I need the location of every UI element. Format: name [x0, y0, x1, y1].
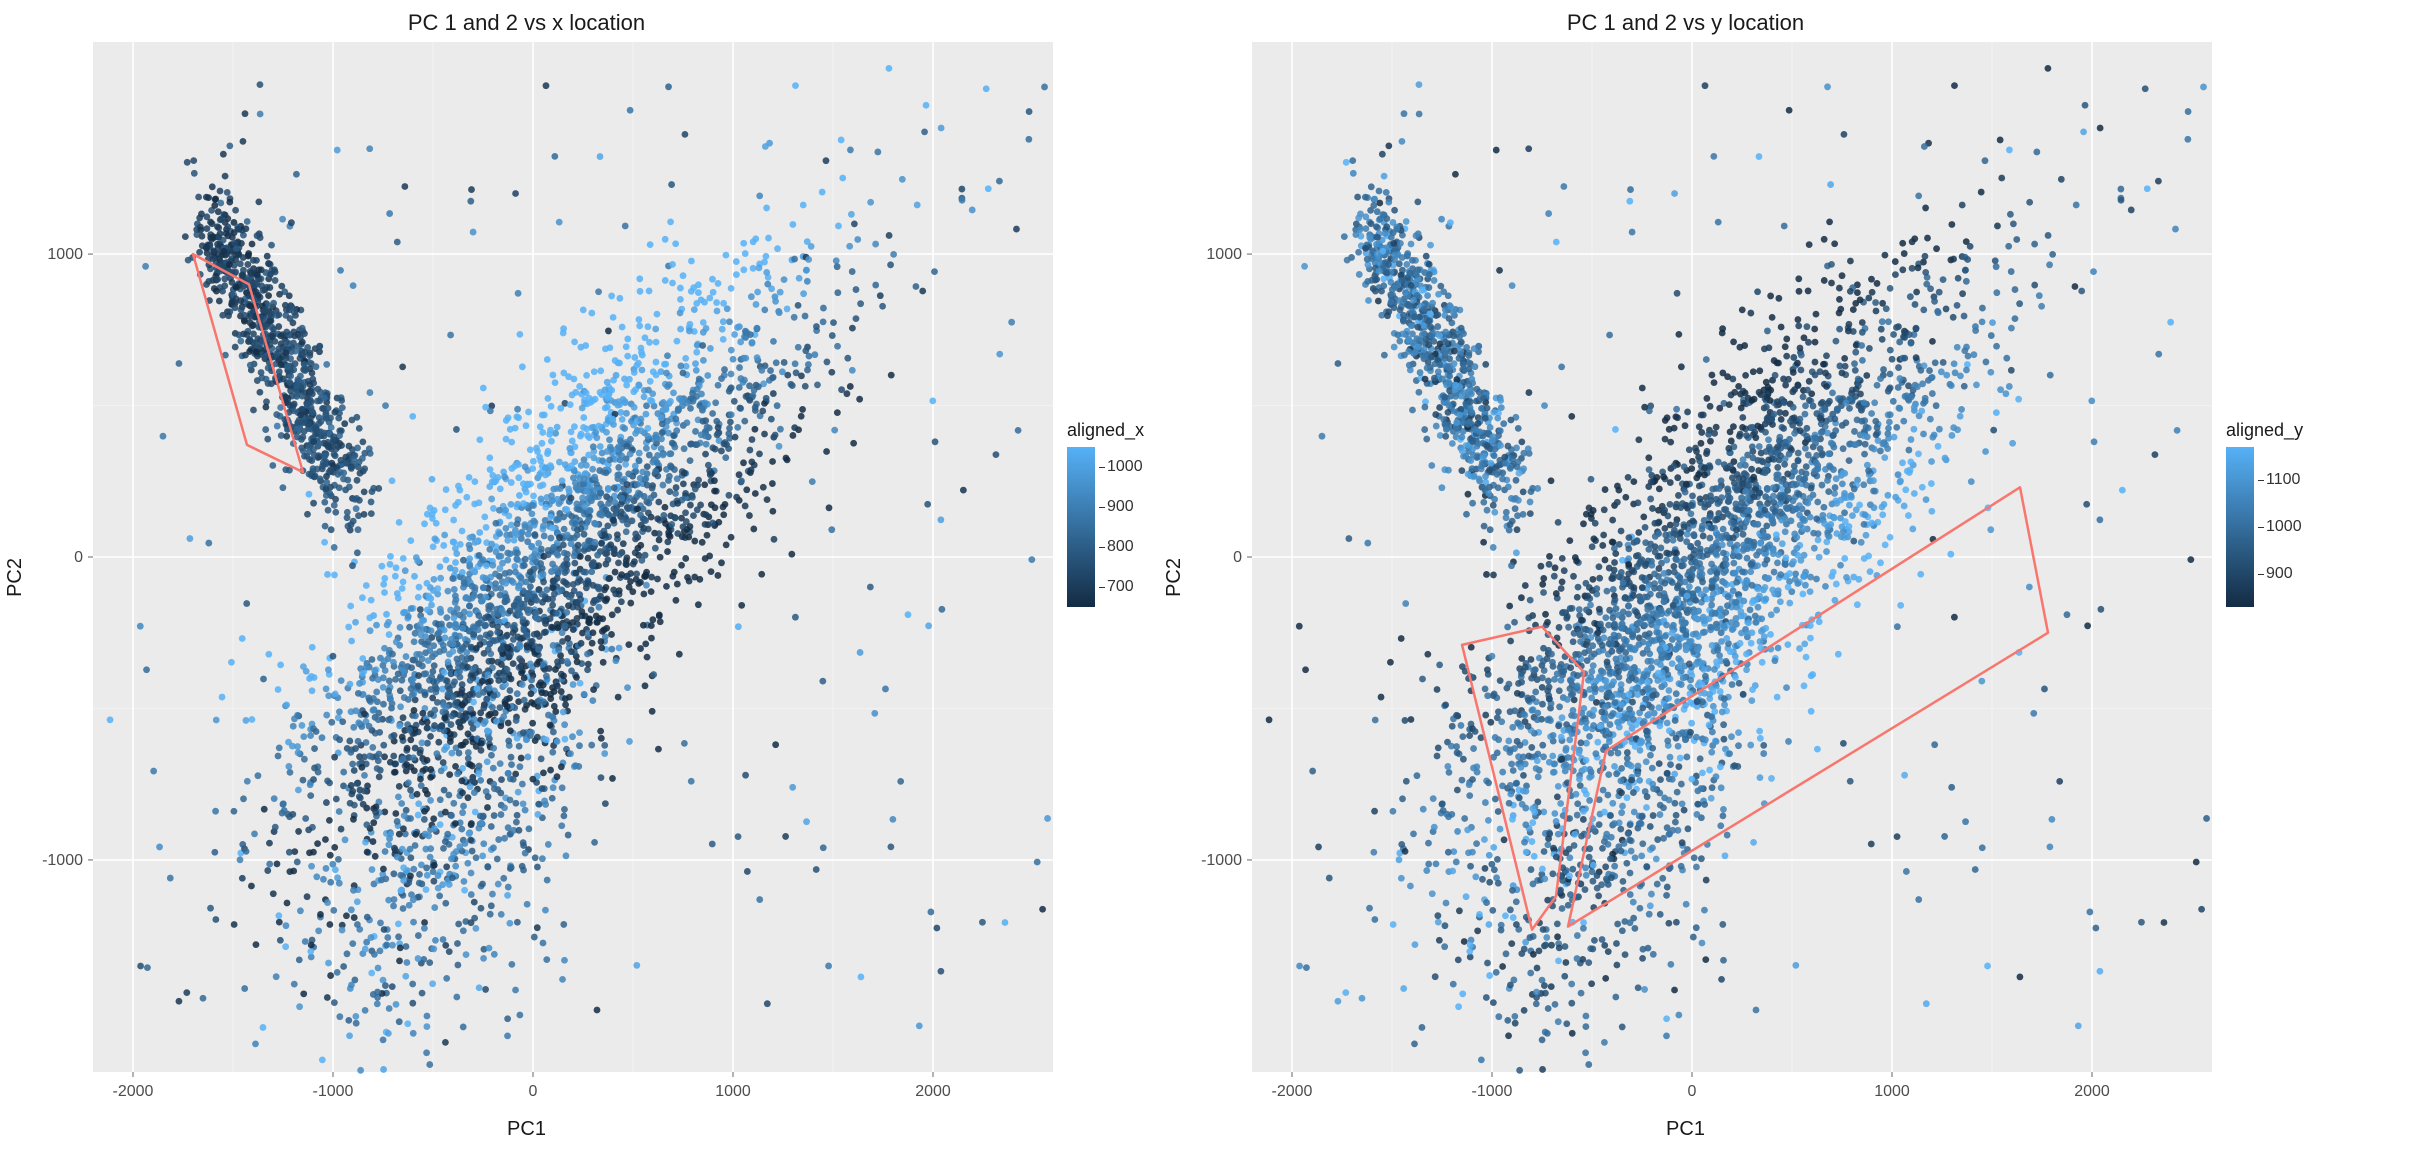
legend-tickmark [1099, 507, 1105, 508]
legend-colorbar [1067, 447, 1095, 607]
legend-title: aligned_x [1067, 420, 1159, 441]
x-tick-label: 0 [529, 1083, 538, 1100]
legend-ticklabel: 800 [1107, 538, 1134, 556]
scatter-plot: -2000 -1000 0 1000 2000 -1000 0 1000 [33, 42, 1053, 1112]
color-legend: aligned_x 700 800 900 1000 [1067, 420, 1159, 607]
x-tick-label: -2000 [1272, 1083, 1313, 1100]
legend-tickmark [2258, 527, 2264, 528]
x-tick-label: -1000 [313, 1083, 354, 1100]
x-tick-label: 2000 [2074, 1083, 2110, 1100]
x-tick-label: 2000 [915, 1083, 951, 1100]
legend-ticklabel: 1000 [2266, 518, 2302, 536]
plot-title: PC 1 and 2 vs x location [408, 10, 645, 36]
legend-tickmark [1099, 547, 1105, 548]
legend-tickmark [1099, 467, 1105, 468]
legend-ticklabel: 1000 [1107, 458, 1143, 476]
legend-title: aligned_y [2226, 420, 2318, 441]
legend-ticks: 700 800 900 1000 [1099, 447, 1159, 607]
y-axis-title: PC2 [4, 558, 27, 597]
y-tick-label: 1000 [1206, 246, 1242, 263]
plot-title: PC 1 and 2 vs y location [1567, 10, 1804, 36]
y-tick-label: 0 [1233, 549, 1242, 566]
legend-tickmark [2258, 480, 2264, 481]
x-tick-label: 1000 [715, 1083, 751, 1100]
color-legend: aligned_y 900 1000 1100 [2226, 420, 2318, 607]
y-tick-label: 1000 [47, 246, 83, 263]
y-tick-label: 0 [74, 549, 83, 566]
x-tick-label: -2000 [113, 1083, 154, 1100]
y-tick-label: -1000 [42, 852, 83, 869]
legend-ticklabel: 1100 [2266, 471, 2300, 489]
x-axis-title: PC1 [1666, 1118, 1705, 1141]
y-tick-label: -1000 [1201, 852, 1242, 869]
x-tick-label: 0 [1688, 1083, 1697, 1100]
legend-ticklabel: 900 [2266, 565, 2293, 583]
x-tick-label: 1000 [1874, 1083, 1910, 1100]
x-axis-title: PC1 [507, 1118, 546, 1141]
legend-ticklabel: 900 [1107, 498, 1134, 516]
y-axis-title: PC2 [1163, 558, 1186, 597]
legend-ticklabel: 700 [1107, 578, 1134, 596]
legend-tickmark [2258, 574, 2264, 575]
legend-ticks: 900 1000 1100 [2258, 447, 2318, 607]
x-tick-label: -1000 [1472, 1083, 1513, 1100]
panel-right: PC 1 and 2 vs y location PC2 -2000 -1000 0 10… [1159, 0, 2318, 1155]
panel-left: PC 1 and 2 vs x location PC2 -2000 -1000 0 10… [0, 0, 1159, 1155]
legend-colorbar [2226, 447, 2254, 607]
figure: PC 1 and 2 vs x location PC2 -2000 -1000 0 10… [0, 0, 2410, 1155]
legend-tickmark [1099, 587, 1105, 588]
scatter-plot: -2000 -1000 0 1000 2000 -1000 0 1000 [1192, 42, 2212, 1112]
